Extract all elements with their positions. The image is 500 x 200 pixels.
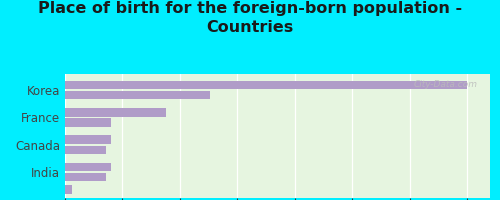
Bar	[65, 91, 210, 99]
Bar	[65, 173, 106, 181]
Bar	[65, 118, 111, 127]
Bar	[65, 185, 72, 194]
Bar	[65, 81, 467, 89]
Text: Place of birth for the foreign-born population -
Countries: Place of birth for the foreign-born popu…	[38, 1, 462, 35]
Bar	[65, 135, 111, 144]
Bar	[65, 163, 111, 171]
Bar	[65, 146, 106, 154]
Text: City-Data.com: City-Data.com	[413, 80, 477, 89]
Bar	[65, 108, 166, 117]
